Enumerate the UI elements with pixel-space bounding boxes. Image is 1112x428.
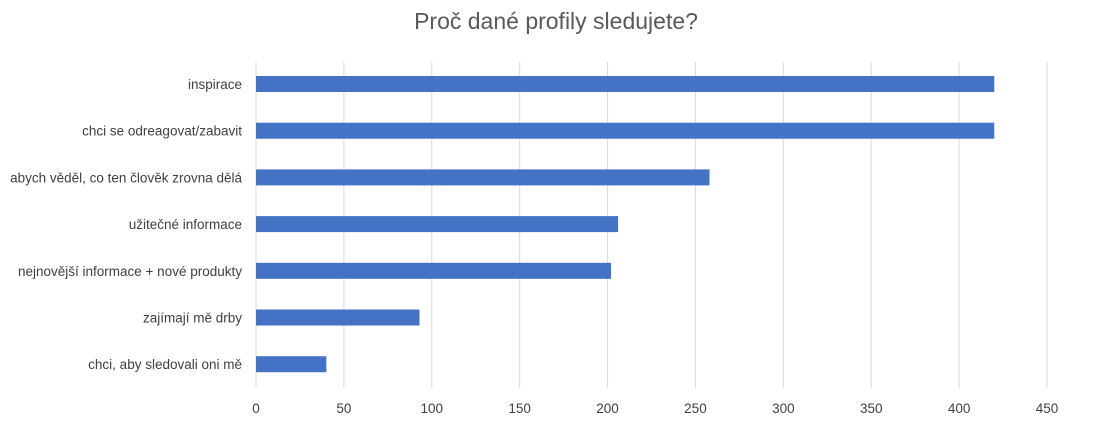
bar xyxy=(256,169,710,186)
category-label: užitečné informace xyxy=(129,217,242,232)
bar xyxy=(256,122,995,139)
x-tick-label: 450 xyxy=(1036,401,1059,416)
x-tick-label: 300 xyxy=(772,401,795,416)
bars xyxy=(256,76,995,373)
x-tick-label: 100 xyxy=(421,401,444,416)
x-tick-label: 50 xyxy=(336,401,351,416)
x-tick-label: 400 xyxy=(948,401,971,416)
x-tick-label: 250 xyxy=(684,401,707,416)
bar xyxy=(256,262,612,279)
category-label: chci, aby sledovali oni mě xyxy=(88,357,242,372)
x-tick-labels: 0 50 100 150 200 250 300 350 400 450 xyxy=(252,401,1058,416)
category-label: zajímají mě drby xyxy=(143,311,242,326)
category-label: chci se odreagovat/zabavit xyxy=(82,124,242,139)
category-label: abych věděl, co ten člověk zrovna dělá xyxy=(10,170,242,185)
category-label: inspirace xyxy=(188,77,242,92)
category-label: nejnovější informace + nové produkty xyxy=(18,264,242,279)
bar xyxy=(256,76,995,92)
bar xyxy=(256,309,420,326)
bar xyxy=(256,216,619,233)
bar xyxy=(256,356,327,373)
x-tick-label: 0 xyxy=(252,401,260,416)
x-tick-label: 200 xyxy=(596,401,619,416)
chart-title: Proč dané profily sledujete? xyxy=(414,8,698,34)
x-tick-label: 150 xyxy=(508,401,531,416)
category-labels: inspirace chci se odreagovat/zabavit abych… xyxy=(10,77,242,372)
x-tick-label: 350 xyxy=(860,401,883,416)
